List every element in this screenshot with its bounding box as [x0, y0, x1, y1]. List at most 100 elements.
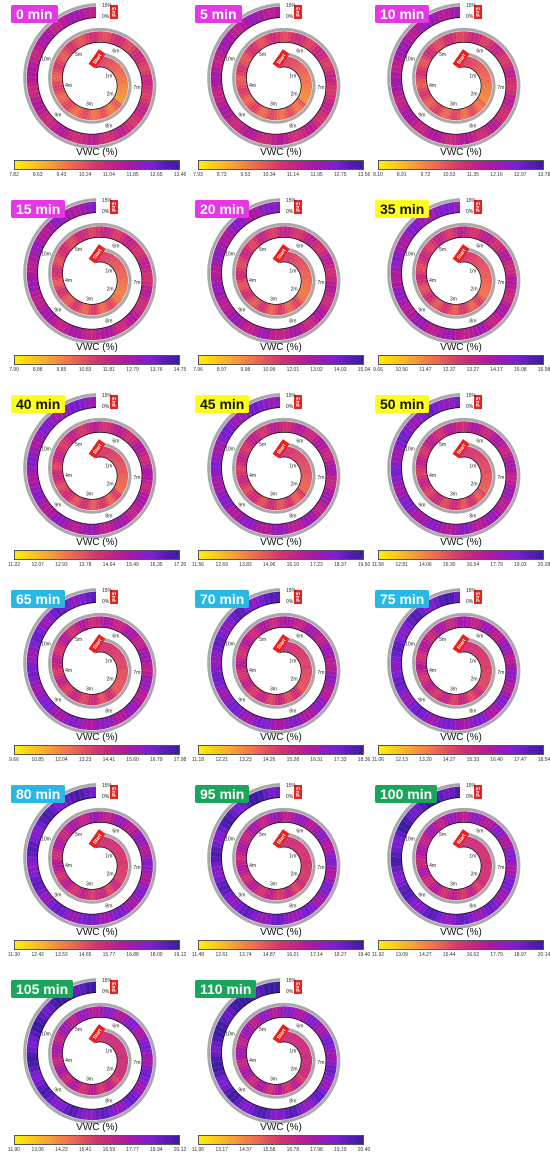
heat-cell — [480, 868, 492, 875]
heat-cell — [298, 462, 310, 468]
heat-cell — [288, 690, 294, 702]
heat-cell — [90, 786, 96, 798]
heat-cell — [235, 468, 247, 472]
heat-cell — [390, 667, 403, 673]
colorbar-tick-label: 11.96 — [191, 1147, 205, 1153]
heat-cell — [72, 105, 81, 117]
heat-cell — [275, 719, 280, 731]
heat-cell — [225, 30, 237, 43]
heat-cell — [113, 850, 125, 856]
distance-label: 2m — [107, 287, 114, 293]
heat-cell — [237, 89, 250, 96]
heat-cell — [505, 475, 517, 481]
heat-cell — [41, 225, 53, 238]
heat-cell — [135, 302, 147, 312]
heat-cell — [297, 655, 309, 661]
heat-cell — [38, 306, 51, 317]
heat-cell — [115, 906, 124, 919]
heat-cell — [117, 83, 128, 88]
heat-cell — [289, 422, 296, 434]
heat-cell — [499, 837, 511, 846]
heat-cell — [113, 1045, 125, 1051]
colorbar — [378, 160, 544, 170]
heat-cell — [29, 639, 41, 649]
heat-cell — [102, 301, 108, 313]
heat-cell — [141, 89, 153, 96]
heat-cell — [244, 1073, 256, 1082]
heat-cell — [113, 70, 125, 76]
heat-cell — [71, 521, 80, 534]
distance-label: 8m — [105, 1098, 112, 1104]
heat-cell — [471, 883, 479, 895]
heat-cell — [421, 711, 432, 723]
heat-cell — [214, 49, 227, 60]
colorbar-tick-label: 14.06 — [419, 562, 432, 568]
heat-cell — [294, 1039, 306, 1048]
heat-cell — [475, 846, 487, 854]
heat-cell — [262, 398, 270, 411]
heat-cell — [298, 425, 308, 437]
scale-zero-label: 0% — [286, 599, 294, 605]
heat-cell — [291, 520, 300, 533]
heat-cell — [81, 718, 88, 730]
heat-cell — [491, 506, 503, 518]
colorbar-tick-label: 15.60 — [126, 757, 139, 763]
heat-cell — [299, 287, 310, 295]
heat-cell — [66, 325, 76, 337]
heat-cell — [210, 461, 222, 468]
distance-label: 4m — [249, 278, 256, 284]
colorbar-tick-label: 12.16 — [490, 172, 503, 178]
heat-cell — [49, 121, 61, 132]
heat-cell — [315, 830, 327, 840]
distance-label: 1m — [469, 854, 476, 860]
heat-cell — [324, 463, 337, 469]
colorbar — [198, 355, 364, 365]
heat-cell — [300, 1054, 312, 1057]
end-marker: End — [294, 785, 302, 799]
heat-cell — [502, 259, 515, 267]
heat-cell — [478, 230, 488, 242]
colorbar-tick-label: 19.50 — [357, 562, 371, 568]
heat-cell — [466, 252, 473, 263]
heat-cell — [132, 695, 144, 706]
heat-cell — [244, 438, 255, 449]
heat-cell — [467, 57, 475, 68]
heat-cell — [53, 674, 66, 681]
heat-cell — [108, 1036, 118, 1046]
heat-cell — [133, 443, 145, 453]
heat-cell — [415, 78, 427, 82]
heat-cell — [264, 1083, 272, 1095]
reference-track — [23, 783, 157, 929]
heat-cell — [262, 203, 270, 216]
end-marker: End — [294, 5, 302, 19]
heat-cell — [246, 880, 257, 889]
distance-label: 10m — [225, 57, 235, 63]
heat-cell — [430, 130, 440, 142]
end-marker: End — [110, 5, 118, 19]
heat-cell — [315, 50, 327, 60]
heat-cell — [268, 787, 275, 799]
heat-cell — [471, 255, 481, 265]
scale-zero-label: 0% — [466, 14, 474, 20]
distance-label: 8m — [289, 1098, 296, 1104]
heat-cell — [291, 715, 300, 728]
heat-cell — [396, 629, 409, 640]
heat-cell — [259, 1081, 267, 1093]
heat-cell — [69, 884, 79, 895]
heat-cell — [298, 35, 308, 47]
heat-cell — [320, 840, 333, 849]
heat-cell — [52, 474, 64, 479]
heat-cell — [466, 811, 472, 823]
heat-cell — [116, 274, 128, 277]
heat-cell — [292, 256, 302, 266]
heat-cell — [468, 643, 477, 654]
end-marker: End — [474, 200, 482, 214]
heat-cell — [254, 428, 263, 441]
heat-cell — [500, 493, 513, 503]
heat-cell — [237, 841, 249, 849]
heat-cell — [406, 114, 418, 126]
heat-cell — [429, 628, 439, 640]
heat-cell — [444, 888, 452, 900]
heat-cell — [115, 272, 128, 276]
